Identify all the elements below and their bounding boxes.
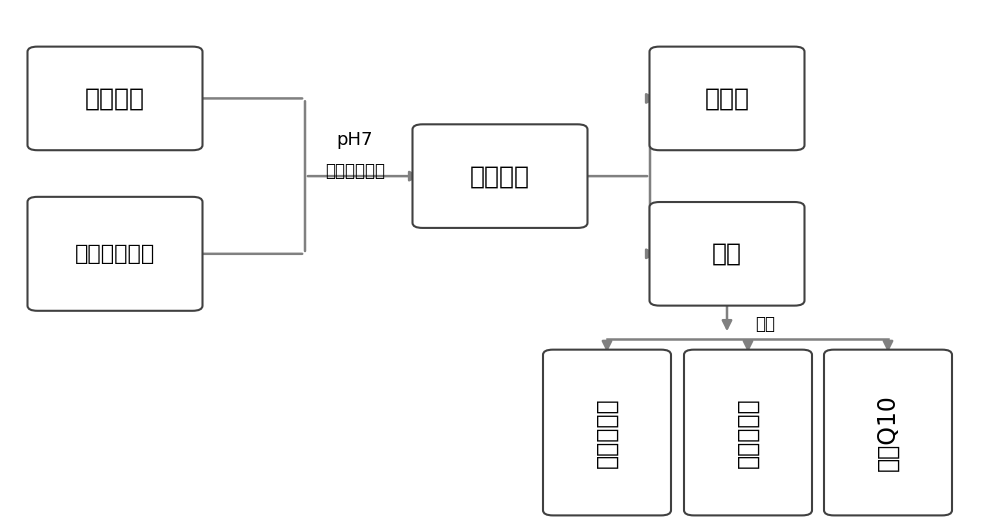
Text: 提取: 提取 bbox=[755, 315, 775, 333]
Text: 菌体: 菌体 bbox=[712, 242, 742, 266]
FancyBboxPatch shape bbox=[650, 47, 804, 150]
FancyBboxPatch shape bbox=[413, 124, 587, 228]
Text: 炼油废水: 炼油废水 bbox=[85, 87, 145, 110]
Text: 辅酶Q10: 辅酶Q10 bbox=[876, 394, 900, 471]
FancyBboxPatch shape bbox=[650, 202, 804, 306]
Text: 光照厌氧培养: 光照厌氧培养 bbox=[325, 162, 385, 180]
FancyBboxPatch shape bbox=[28, 197, 202, 311]
Text: 上清液: 上清液 bbox=[704, 87, 750, 110]
Text: 细菌叶绿素: 细菌叶绿素 bbox=[736, 397, 760, 468]
Text: 类胡萝卜素: 类胡萝卜素 bbox=[595, 397, 619, 468]
Text: 沉淀分离: 沉淀分离 bbox=[470, 164, 530, 188]
Text: 光合细菌菌系: 光合细菌菌系 bbox=[75, 244, 155, 264]
FancyBboxPatch shape bbox=[28, 47, 202, 150]
FancyBboxPatch shape bbox=[684, 350, 812, 515]
Text: pH7: pH7 bbox=[337, 131, 373, 149]
FancyBboxPatch shape bbox=[543, 350, 671, 515]
FancyBboxPatch shape bbox=[824, 350, 952, 515]
